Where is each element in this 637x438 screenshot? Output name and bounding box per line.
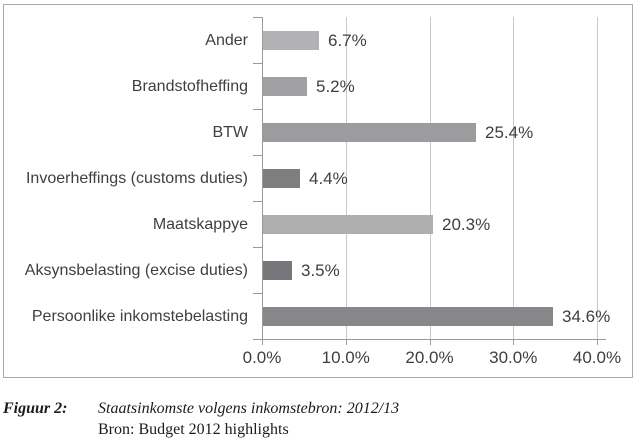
category-axis-tick [253,293,262,294]
category-axis-tick [253,339,262,340]
gridline [429,17,431,339]
bar [263,123,476,142]
x-tick-label: 0.0% [242,348,282,367]
figure-source: Bron: Budget 2012 highlights [98,421,289,438]
value-label: 25.4% [485,123,534,142]
x-tick-label: 10.0% [321,348,370,367]
value-axis-tick [513,340,515,345]
x-tick-label: 40.0% [572,348,622,367]
category-axis-tick [253,17,262,18]
figure-caption-text: Staatsinkomste volgens inkomstebron: 201… [98,398,399,438]
bar [263,77,307,96]
value-axis-tick [429,340,431,345]
bar [263,307,553,326]
category-axis-tick [253,109,262,110]
gridline [345,17,347,339]
value-axis-tick [262,340,263,345]
value-axis-tick [345,340,347,345]
value-label: 20.3% [442,215,491,234]
category-axis-tick [253,247,262,248]
category-label: Aksynsbelasting (excise duties) [24,262,248,279]
x-tick-label: 30.0% [489,348,538,367]
category-axis-tick [253,155,262,156]
value-axis-tick [597,340,598,345]
category-label: BTW [212,124,248,141]
figure-title: Staatsinkomste volgens inkomstebron: 201… [98,400,400,417]
bar [263,31,319,50]
figure-label: Figuur 2: [3,400,68,417]
figure-caption: Figuur 2: Staatsinkomste volgens inkomst… [3,398,623,438]
category-label: Brandstofheffing [131,78,248,95]
category-axis-line [262,17,263,339]
value-label: 34.6% [562,307,611,326]
category-label: Persoonlike inkomstebelasting [31,308,248,325]
bar [263,261,292,280]
value-label: 3.5% [301,261,340,280]
bar [263,215,433,234]
value-label: 6.7% [328,31,367,50]
value-label: 5.2% [316,77,355,96]
bar [263,169,300,188]
x-tick-label: 20.0% [405,348,454,367]
category-label: Invoerheffings (customs duties) [25,170,248,187]
gridline [513,17,515,339]
category-axis-tick [253,201,262,202]
value-axis-line [262,339,606,340]
category-label: Maatskappye [152,216,248,233]
category-label: Ander [205,32,248,49]
gridline [597,17,598,339]
category-axis-tick [253,63,262,64]
value-label: 4.4% [309,169,348,188]
